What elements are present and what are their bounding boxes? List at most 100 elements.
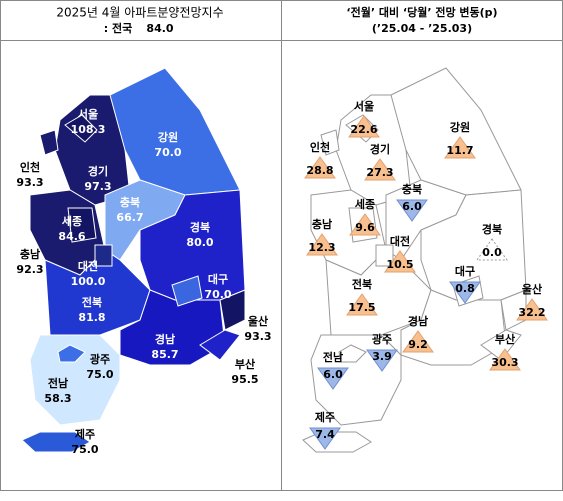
region-value: 70.0 bbox=[204, 288, 231, 301]
region-name: 강원 bbox=[450, 120, 470, 134]
change-marker bbox=[444, 136, 476, 159]
change-marker bbox=[317, 367, 349, 390]
region-name: 경북 bbox=[482, 222, 502, 236]
region-change: 9.6 bbox=[355, 221, 375, 234]
region-name: 충남 bbox=[312, 217, 332, 231]
region-shape bbox=[320, 129, 340, 156]
region-name: 전북 bbox=[82, 295, 102, 309]
region-name: 충북 bbox=[120, 195, 140, 209]
region-name: 서울 bbox=[354, 99, 374, 113]
region-value: 70.0 bbox=[154, 146, 181, 159]
region-name: 경남 bbox=[408, 314, 428, 328]
change-marker bbox=[349, 213, 381, 236]
region-value: 95.5 bbox=[231, 373, 258, 386]
region-value: 97.3 bbox=[84, 180, 111, 193]
region-name: 전남 bbox=[48, 376, 68, 390]
region-name: 대구 bbox=[208, 272, 228, 286]
region-name: 강원 bbox=[158, 130, 178, 144]
region-value: 93.3 bbox=[244, 330, 271, 343]
region-name: 세종 bbox=[355, 197, 375, 211]
region-value: 108.3 bbox=[71, 123, 106, 136]
region-name: 대구 bbox=[455, 264, 475, 278]
region-value: 75.0 bbox=[71, 443, 98, 456]
right-subtitle: (’25.04 - ’25.03) bbox=[372, 22, 472, 35]
national-value: 84.0 bbox=[146, 22, 173, 35]
region-change: 12.3 bbox=[308, 241, 335, 254]
region-name: 서울 bbox=[78, 107, 98, 121]
region-shape bbox=[119, 289, 226, 366]
change-marker bbox=[449, 281, 481, 304]
region-shape bbox=[480, 329, 522, 361]
region-name: 인천 bbox=[20, 160, 40, 174]
change-marker bbox=[516, 298, 548, 321]
region-change: 17.5 bbox=[348, 301, 375, 314]
region-name: 부산 bbox=[235, 357, 255, 371]
region-name: 전남 bbox=[323, 350, 343, 364]
region-name: 제주 bbox=[315, 410, 335, 424]
region-value: 80.0 bbox=[186, 236, 213, 249]
region-change: 22.6 bbox=[350, 123, 377, 136]
region-change: 28.8 bbox=[306, 164, 333, 177]
region-value: 85.7 bbox=[151, 348, 178, 361]
region-name: 경기 bbox=[370, 142, 390, 156]
right-title: ‘전월’ 대비 ‘당월’ 전망 변동(p) bbox=[346, 5, 497, 19]
region-name: 경기 bbox=[88, 164, 108, 178]
region-value: 84.6 bbox=[58, 230, 85, 243]
region-change: 6.0 bbox=[402, 200, 422, 213]
region-name: 경북 bbox=[190, 220, 210, 234]
region-value: 81.8 bbox=[78, 311, 105, 324]
change-marker bbox=[476, 238, 508, 261]
region-shape bbox=[94, 244, 113, 267]
region-value: 92.3 bbox=[16, 263, 43, 276]
region-name: 세종 bbox=[62, 214, 82, 228]
region-change: 7.4 bbox=[315, 428, 335, 441]
region-change: 11.7 bbox=[446, 144, 473, 157]
region-shape bbox=[171, 275, 203, 307]
change-marker bbox=[396, 199, 428, 222]
change-marker bbox=[346, 293, 378, 316]
region-shape bbox=[57, 344, 86, 363]
change-marker bbox=[402, 330, 434, 353]
change-marker bbox=[366, 349, 398, 372]
region-name: 인천 bbox=[310, 140, 330, 154]
change-marker bbox=[348, 115, 380, 138]
region-name: 경남 bbox=[155, 332, 175, 346]
region-name: 대전 bbox=[390, 234, 410, 248]
change-marker bbox=[384, 250, 416, 273]
region-shape bbox=[21, 431, 91, 453]
change-marker bbox=[306, 233, 338, 256]
region-shape bbox=[39, 129, 59, 156]
region-change: 10.5 bbox=[386, 258, 413, 271]
region-shape bbox=[199, 329, 241, 361]
region-name: 대전 bbox=[78, 259, 98, 273]
region-change: 30.3 bbox=[491, 356, 518, 369]
right-labels: 서울 22.6 인천 28.8 경기 27.3 강원 11.7 충북 6.0 세종 9.6 충남 12.3… bbox=[304, 99, 548, 450]
region-value: 100.0 bbox=[71, 275, 106, 288]
region-change: 27.3 bbox=[366, 166, 393, 179]
region-name: 광주 bbox=[90, 353, 110, 366]
change-marker bbox=[364, 158, 396, 181]
region-name: 충북 bbox=[402, 182, 422, 196]
left-title: 2025년 4월 아파트분양전망지수 bbox=[56, 6, 223, 20]
region-shape bbox=[64, 114, 98, 143]
region-change: 0.8 bbox=[455, 282, 475, 295]
change-marker bbox=[489, 348, 521, 371]
region-name: 충남 bbox=[20, 247, 40, 261]
region-shape bbox=[219, 289, 246, 331]
region-change: 3.9 bbox=[372, 350, 392, 363]
region-shape bbox=[67, 207, 97, 243]
region-name: 울산 bbox=[522, 282, 542, 296]
change-marker bbox=[304, 156, 336, 179]
region-shape bbox=[338, 344, 367, 363]
region-change: 6.0 bbox=[323, 368, 343, 381]
region-value: 66.7 bbox=[116, 211, 143, 224]
region-shape bbox=[29, 334, 121, 426]
region-value: 58.3 bbox=[44, 392, 71, 405]
region-change: 32.2 bbox=[518, 306, 545, 319]
region-name: 부산 bbox=[495, 332, 515, 346]
region-value: 93.3 bbox=[16, 176, 43, 189]
region-change: 9.2 bbox=[408, 338, 428, 351]
region-name: 전북 bbox=[352, 277, 372, 291]
region-name: 울산 bbox=[248, 314, 268, 328]
